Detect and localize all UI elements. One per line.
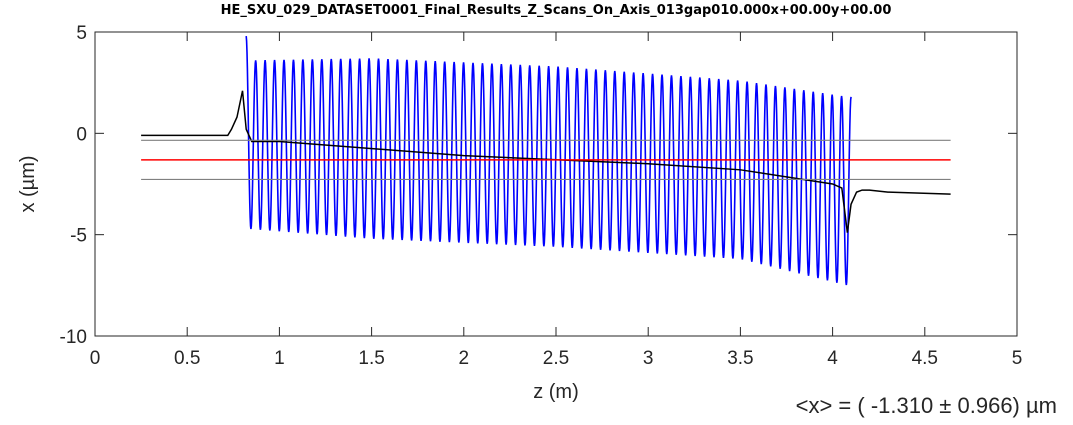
x-tick-label: 0.5	[174, 348, 200, 369]
y-tick-label: -10	[60, 327, 87, 348]
x-tick-label: 4	[827, 348, 838, 369]
mean-annotation: <x> = ( -1.310 ± 0.966) µm	[795, 393, 1057, 418]
y-tick-label: 5	[76, 23, 87, 44]
x-tick-label: 1	[274, 348, 285, 369]
x-tick-label: 0	[90, 348, 101, 369]
x-tick-label: 5	[1012, 348, 1023, 369]
x-tick-label: 2.5	[543, 348, 569, 369]
oscillation-series-line	[245, 35, 852, 286]
trajectory-series-line	[141, 90, 951, 233]
x-tick-label: 4.5	[912, 348, 938, 369]
ticks-layer: 0 0.5 1 1.5 2 2.5 3 3.5 4 4.5 5 5 0 -5 -10	[60, 23, 1023, 369]
data-layer	[141, 35, 951, 286]
chart-title: HE_SXU_029_DATASET0001_Final_Results_Z_S…	[220, 3, 892, 18]
x-axis-label: z (m)	[533, 381, 579, 403]
x-tick-label: 3.5	[727, 348, 753, 369]
x-tick-label: 3	[643, 348, 654, 369]
x-tick-label: 1.5	[358, 348, 384, 369]
x-tick-label: 2	[459, 348, 470, 369]
y-axis-label: x (µm)	[17, 155, 39, 212]
y-tick-label: 0	[76, 124, 87, 145]
y-tick-label: -5	[70, 226, 87, 247]
